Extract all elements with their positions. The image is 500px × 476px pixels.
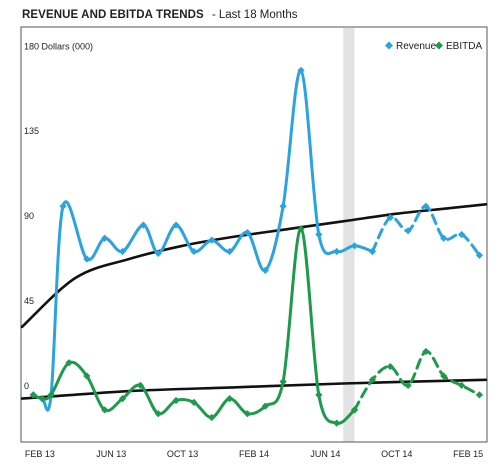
legend-label-ebitda: EBITDA [446,41,482,52]
data-point-revenue [404,227,412,235]
data-point-revenue [297,66,305,74]
x-tick-label: OCT 13 [167,449,198,459]
data-point-revenue [422,202,430,210]
data-point-ebitda [29,391,37,399]
data-point-ebitda [458,381,466,390]
data-point-ebitda [172,396,180,405]
data-point-ebitda [315,391,323,399]
data-point-revenue [83,255,91,263]
data-point-ebitda [38,395,46,403]
data-point-revenue [261,266,269,274]
y-tick-label: 135 [24,126,39,136]
data-point-revenue [386,213,394,222]
data-point-ebitda [47,391,55,399]
legend-marker-ebitda [435,41,443,50]
data-point-revenue [190,247,198,256]
data-point-ebitda [136,381,144,390]
legend-label-revenue: Revenue [396,41,436,52]
data-point-ebitda [118,395,127,403]
data-point-revenue [154,249,162,257]
data-point-ebitda [386,362,394,371]
data-point-ebitda [475,391,484,399]
y-tick-label: 45 [24,296,34,306]
data-point-revenue [118,247,127,256]
data-point-revenue [475,251,484,259]
data-point-revenue [208,236,216,244]
data-point-revenue [440,234,448,242]
data-point-revenue [368,247,376,256]
data-point-revenue [458,230,466,239]
x-tick-label: FEB 15 [453,449,483,459]
x-tick-label: OCT 14 [381,449,412,459]
chart-title-row: REVENUE AND EBITDA TRENDS - Last 18 Month… [22,9,298,21]
data-point-revenue [226,247,234,256]
plot-area-border [20,26,488,443]
data-point-revenue [59,202,67,210]
data-point-ebitda [350,406,359,414]
data-point-ebitda [208,413,216,422]
chart-subtitle: Last 18 Months [218,9,298,21]
data-point-revenue [101,234,109,242]
data-point-revenue [243,229,252,237]
data-point-ebitda [190,398,198,406]
chart-subtitle-group: - Last 18 Months [212,9,297,21]
data-point-ebitda [243,410,252,418]
data-point-ebitda [404,381,412,390]
x-tick-label: FEB 14 [239,449,269,459]
forecast-highlight-band [343,28,355,442]
chart-title: REVENUE AND EBITDA TRENDS [22,9,204,21]
data-point-revenue [350,242,359,250]
data-point-ebitda [226,395,234,403]
data-point-ebitda [440,372,448,380]
data-point-revenue [139,221,147,229]
data-point-ebitda [297,225,305,233]
x-tick-label: FEB 13 [25,449,55,459]
data-point-ebitda [422,347,430,356]
x-tick-label: JUN 13 [96,449,126,459]
x-tick-label: JUN 14 [310,449,340,459]
title-separator: - [212,9,216,21]
data-point-ebitda [101,406,109,414]
data-point-ebitda [368,376,376,384]
data-point-ebitda [154,410,162,418]
data-point-revenue [172,221,180,229]
y-tick-label: 0 [24,381,29,391]
trendline-revenue [20,203,488,329]
data-point-ebitda [261,402,269,410]
legend-marker-revenue [385,41,393,50]
data-point-revenue [315,230,323,239]
y-tick-label: 180 Dollars (000) [24,41,93,51]
series-line-revenue [31,68,374,412]
data-point-ebitda [279,378,287,386]
y-tick-label: 90 [24,211,34,221]
data-point-ebitda [83,372,91,380]
data-point-revenue [279,202,287,210]
data-point-ebitda [65,359,73,367]
data-point-ebitda [333,419,341,427]
data-point-revenue [333,247,341,256]
